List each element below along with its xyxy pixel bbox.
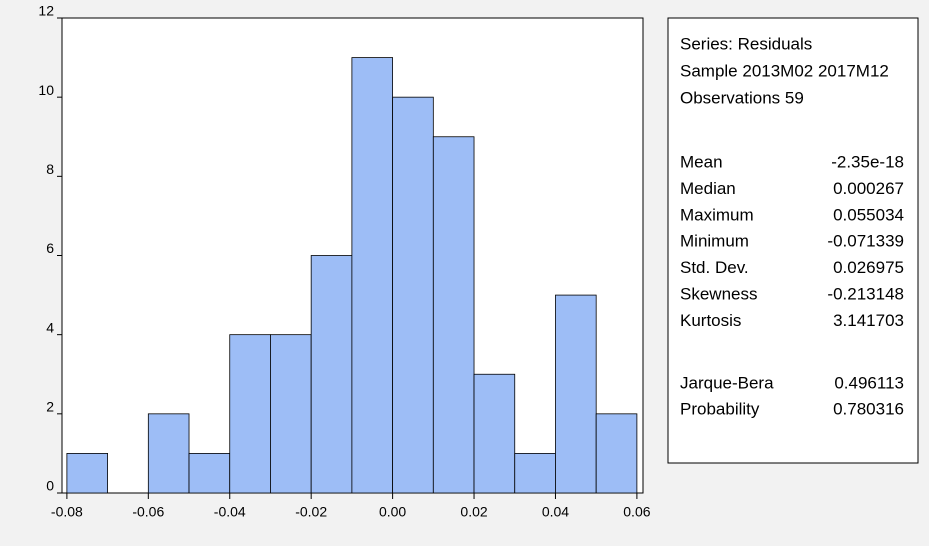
bar [595,413,638,494]
bar [514,453,556,494]
stats-label: Mean [680,152,723,171]
stats-label: Skewness [680,284,757,303]
x-tick-label: -0.06 [132,504,164,520]
stats-value: 0.026975 [833,258,904,277]
y-tick-label: 12 [38,3,54,19]
stats-value: 3.141703 [833,311,904,330]
bar [392,96,434,494]
stats-value: -2.35e-18 [831,152,904,171]
stats-value: -0.071339 [827,232,904,251]
bar [66,453,109,494]
y-tick-label: 10 [38,82,54,98]
x-tick-label: 0.04 [542,504,569,520]
stats-label: Kurtosis [680,311,741,330]
stats-value: -0.213148 [827,284,904,303]
bar [188,453,231,494]
x-tick-label: -0.04 [214,504,246,520]
stats-box [667,17,919,464]
bar [310,255,353,494]
x-tick-label: 0.02 [460,504,487,520]
bar [555,294,597,494]
stats-value: 0.780316 [833,400,904,419]
stats-label: Probability [680,400,760,419]
stats-header: Sample 2013M02 2017M12 [680,61,889,80]
stats-value: 0.055034 [833,205,904,224]
stats-label: Median [680,179,736,198]
x-tick-label: -0.08 [51,504,83,520]
y-tick-label: 8 [46,161,54,177]
y-tick-label: 0 [46,478,54,494]
stats-label: Jarque-Bera [680,373,774,392]
stats-value: 0.496113 [834,373,904,392]
y-tick-label: 4 [46,319,54,335]
bar [147,413,190,494]
x-tick-label: 0.06 [623,504,650,520]
bar [351,57,394,494]
stats-header: Series: Residuals [680,34,812,53]
y-tick-label: 2 [46,399,54,415]
stats-label: Maximum [680,205,754,224]
stats-value: 0.000267 [833,179,904,198]
bar [473,373,516,494]
y-tick-label: 6 [46,240,54,256]
bar [432,136,475,494]
stats-label: Minimum [680,232,749,251]
x-tick-label: 0.00 [379,504,406,520]
x-tick-label: -0.02 [295,504,327,520]
stats-header: Observations 59 [680,88,804,107]
bar [270,334,312,494]
bar [229,334,271,494]
stats-label: Std. Dev. [680,258,749,277]
